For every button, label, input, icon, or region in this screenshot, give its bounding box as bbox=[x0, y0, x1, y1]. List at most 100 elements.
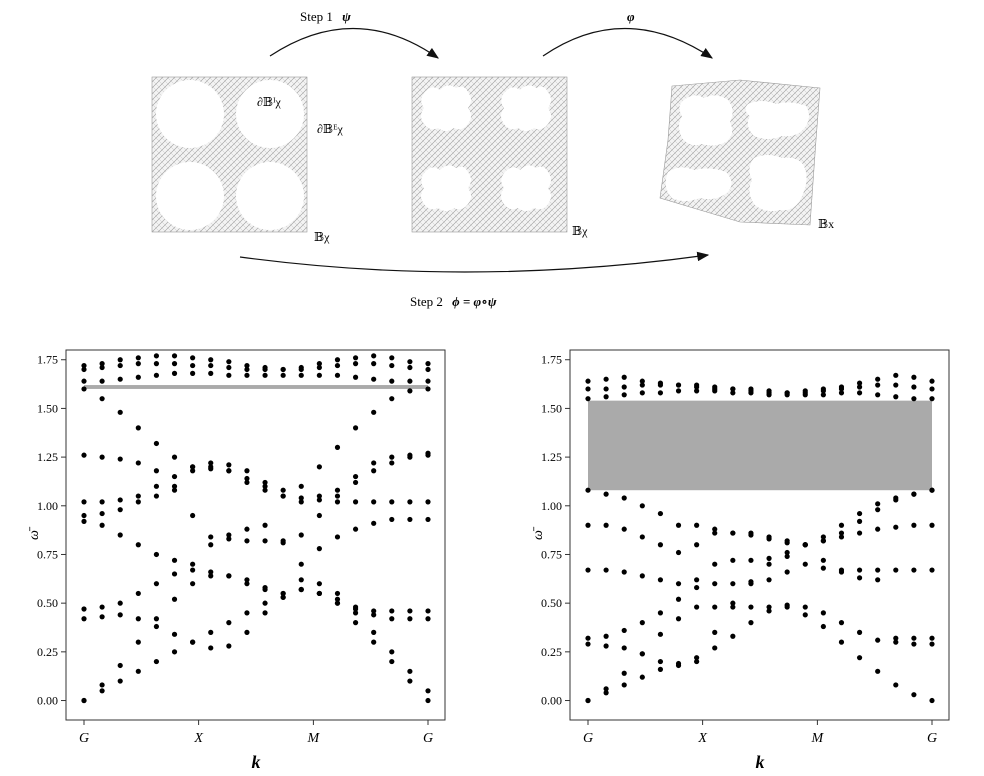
data-point bbox=[730, 386, 736, 392]
data-point bbox=[802, 612, 808, 618]
data-point bbox=[929, 635, 935, 641]
data-point bbox=[171, 596, 178, 602]
data-point bbox=[621, 569, 627, 575]
data-point bbox=[838, 567, 845, 573]
data-point bbox=[875, 567, 881, 573]
data-point bbox=[730, 604, 736, 610]
data-point bbox=[262, 586, 268, 593]
data-point bbox=[893, 394, 899, 400]
data-point bbox=[603, 491, 609, 497]
data-point bbox=[171, 649, 178, 655]
data-point bbox=[657, 610, 664, 616]
data-point bbox=[425, 608, 431, 614]
reference-cell: ∂𝔹ᴵχ ∂𝔹ᴱχ 𝔹χ bbox=[151, 76, 344, 244]
data-point bbox=[712, 530, 718, 536]
data-point bbox=[820, 538, 826, 544]
data-point bbox=[657, 658, 664, 665]
data-point bbox=[117, 362, 123, 369]
data-point bbox=[99, 682, 105, 688]
data-point bbox=[929, 522, 935, 528]
deformed-domain-label: 𝔹x bbox=[818, 217, 834, 231]
data-point bbox=[352, 361, 359, 367]
data-point bbox=[621, 670, 627, 676]
data-point bbox=[153, 658, 160, 665]
data-point bbox=[639, 674, 645, 680]
y-tick-label: 0.50 bbox=[541, 596, 562, 610]
data-point bbox=[244, 372, 250, 378]
data-point bbox=[117, 456, 123, 462]
data-point bbox=[675, 549, 682, 556]
data-point bbox=[856, 510, 863, 517]
data-point bbox=[371, 612, 377, 618]
outer-boundary-label: ∂𝔹ᴱχ bbox=[317, 122, 344, 136]
mapping-diagram: Step 1 ψ φ Step 2 ϕ = φ∘ψ ∂𝔹ᴵχ ∂𝔹ᴱχ 𝔹χ bbox=[151, 9, 834, 309]
data-point bbox=[407, 359, 413, 365]
data-point bbox=[280, 366, 286, 373]
data-point bbox=[171, 370, 178, 376]
data-point bbox=[244, 475, 250, 482]
data-point bbox=[244, 366, 250, 373]
data-point bbox=[262, 487, 268, 493]
data-point bbox=[171, 557, 178, 563]
data-point bbox=[407, 678, 413, 684]
data-point bbox=[929, 641, 935, 647]
data-point bbox=[784, 549, 790, 556]
x-tick-label: M bbox=[811, 731, 825, 746]
data-point bbox=[334, 493, 341, 499]
data-point bbox=[262, 538, 268, 544]
data-point bbox=[712, 629, 718, 635]
data-point bbox=[425, 697, 431, 704]
data-point bbox=[929, 396, 935, 402]
data-point bbox=[389, 608, 395, 614]
data-point bbox=[226, 536, 232, 542]
data-point bbox=[766, 608, 772, 614]
data-point bbox=[657, 666, 664, 672]
y-tick-label: 0.00 bbox=[37, 694, 58, 708]
data-point bbox=[856, 567, 863, 573]
data-point bbox=[298, 483, 304, 489]
data-point bbox=[81, 697, 87, 704]
data-point bbox=[694, 604, 700, 610]
data-point bbox=[712, 561, 718, 567]
data-point bbox=[171, 473, 178, 480]
data-point bbox=[262, 610, 268, 616]
data-point bbox=[190, 581, 196, 587]
data-point bbox=[820, 565, 826, 571]
data-point bbox=[334, 444, 341, 450]
data-point bbox=[694, 584, 700, 591]
data-point bbox=[639, 651, 645, 657]
data-point bbox=[190, 464, 196, 470]
data-point bbox=[856, 629, 863, 635]
data-point bbox=[407, 499, 413, 505]
data-point bbox=[298, 586, 304, 593]
data-point bbox=[208, 573, 214, 579]
data-point bbox=[766, 555, 772, 561]
data-point bbox=[316, 372, 322, 378]
data-point bbox=[244, 468, 250, 474]
data-point bbox=[226, 468, 232, 474]
data-point bbox=[585, 641, 591, 647]
data-point bbox=[838, 534, 845, 540]
y-tick-label: 1.00 bbox=[37, 499, 58, 513]
data-point bbox=[226, 643, 232, 649]
data-point bbox=[171, 361, 178, 367]
data-point bbox=[911, 641, 917, 647]
data-point bbox=[675, 596, 682, 602]
data-point bbox=[244, 629, 250, 635]
chart-right-xlabel: k bbox=[756, 752, 765, 772]
data-point bbox=[766, 561, 772, 567]
data-point bbox=[389, 649, 395, 655]
data-point bbox=[171, 571, 178, 577]
data-point bbox=[208, 629, 214, 635]
data-point bbox=[153, 353, 160, 359]
data-point bbox=[389, 516, 395, 523]
data-point bbox=[675, 388, 682, 394]
data-point bbox=[911, 635, 917, 641]
data-point bbox=[911, 522, 917, 528]
data-point bbox=[675, 581, 682, 587]
data-point bbox=[153, 616, 160, 622]
y-tick-label: 1.25 bbox=[37, 450, 58, 464]
data-point bbox=[585, 386, 591, 392]
data-point bbox=[784, 553, 790, 560]
